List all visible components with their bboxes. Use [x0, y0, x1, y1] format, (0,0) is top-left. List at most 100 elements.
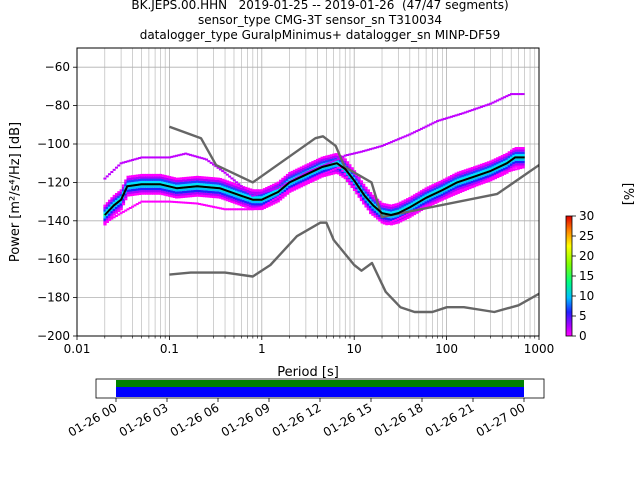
heatmap-cell	[133, 204, 137, 207]
heatmap-cell	[151, 156, 155, 159]
heatmap-cell	[239, 203, 243, 207]
heatmap-cell	[387, 218, 391, 221]
heatmap-cell	[131, 179, 135, 183]
heatmap-cell	[144, 180, 149, 184]
heatmap-cell	[168, 180, 172, 184]
heatmap-cell	[149, 180, 153, 184]
heatmap-cell	[223, 208, 227, 211]
heatmap-cell	[242, 202, 246, 205]
heatmap-cell	[121, 200, 126, 203]
heatmap-cell	[392, 208, 396, 211]
heatmap-cell	[278, 198, 283, 201]
heatmap-cell	[521, 166, 525, 169]
heatmap-cell	[371, 199, 375, 202]
heatmap-cell	[512, 150, 516, 153]
colorbar-tick-label: 25	[579, 229, 594, 243]
heatmap-cell	[380, 144, 384, 147]
heatmap-cell	[200, 180, 204, 184]
heatmap-cell	[509, 163, 514, 166]
heatmap-cell	[211, 179, 216, 182]
heatmap-cell	[380, 209, 384, 213]
heatmap-cell	[332, 160, 336, 163]
heatmap-cell	[505, 170, 509, 173]
heatmap-cell	[306, 165, 310, 168]
heatmap-cell	[147, 187, 151, 191]
heatmap-cell	[207, 160, 211, 163]
timeline-tick-label: 01-26 21	[423, 400, 477, 439]
heatmap-cell	[493, 162, 498, 166]
heatmap-cell	[267, 204, 271, 207]
heatmap-cell	[163, 177, 167, 180]
heatmap-cell	[258, 193, 262, 197]
heatmap-cell	[484, 175, 488, 179]
heatmap-cell	[223, 179, 227, 183]
heatmap-cell	[288, 178, 292, 182]
heatmap-cell	[521, 158, 525, 161]
heatmap-cell	[114, 206, 119, 210]
heatmap-cell	[244, 208, 248, 211]
heatmap-cell	[276, 181, 280, 184]
heatmap-cell	[232, 199, 236, 202]
heatmap-cell	[463, 183, 467, 186]
heatmap-cell	[477, 183, 481, 186]
heatmap-cell	[382, 203, 387, 206]
heatmap-cell	[149, 156, 153, 159]
heatmap-cell	[165, 200, 169, 203]
heatmap-cell	[350, 152, 354, 155]
heatmap-cell	[138, 178, 142, 182]
heatmap-cell	[267, 192, 271, 196]
heatmap-cell	[306, 181, 310, 185]
heatmap-cell	[355, 151, 359, 154]
heatmap-cell	[500, 97, 504, 100]
heatmap-cell	[230, 188, 234, 192]
heatmap-cell	[447, 180, 451, 184]
heatmap-cell	[228, 192, 232, 196]
heatmap-cell	[521, 151, 525, 155]
heatmap-cell	[147, 192, 151, 195]
heatmap-cell	[507, 94, 511, 97]
heatmap-cell	[442, 194, 447, 198]
heatmap-cell	[216, 193, 220, 197]
colorbar	[565, 215, 573, 337]
heatmap-cell	[202, 192, 206, 195]
heatmap-cell	[281, 191, 285, 194]
heatmap-cell	[117, 204, 121, 208]
heatmap-cell	[232, 208, 236, 211]
heatmap-cell	[336, 160, 340, 163]
heatmap-cell	[237, 183, 241, 186]
heatmap-cell	[260, 193, 264, 197]
heatmap-cell	[161, 200, 165, 203]
heatmap-cell	[267, 199, 271, 203]
heatmap-cell	[461, 170, 465, 173]
heatmap-cell	[375, 146, 379, 149]
heatmap-cell	[281, 189, 285, 192]
heatmap-cell	[288, 185, 292, 189]
heatmap-cell	[255, 193, 259, 196]
heatmap-cell	[419, 201, 424, 205]
heatmap-cell	[276, 200, 280, 203]
x-tick-label: 100	[435, 342, 458, 356]
heatmap-cell	[151, 185, 156, 188]
heatmap-cell	[470, 180, 474, 184]
heatmap-cell	[285, 178, 290, 181]
heatmap-cell	[211, 181, 216, 185]
heatmap-cell	[105, 175, 109, 178]
heatmap-cell	[366, 196, 370, 199]
heatmap-cell	[403, 217, 407, 221]
heatmap-cell	[207, 181, 211, 184]
heatmap-cell	[392, 203, 396, 207]
heatmap-cell	[468, 109, 472, 112]
heatmap-cell	[373, 199, 377, 202]
heatmap-cell	[359, 180, 364, 183]
heatmap-cell	[436, 200, 440, 203]
heatmap-cell	[493, 100, 497, 103]
heatmap-cell	[426, 200, 431, 203]
heatmap-cell	[422, 206, 426, 209]
heatmap-cell	[406, 202, 410, 206]
heatmap-cell	[193, 189, 197, 193]
heatmap-cell	[466, 168, 470, 171]
heatmap-cell	[276, 193, 280, 196]
heatmap-cell	[297, 184, 301, 187]
heatmap-cell	[362, 195, 366, 198]
